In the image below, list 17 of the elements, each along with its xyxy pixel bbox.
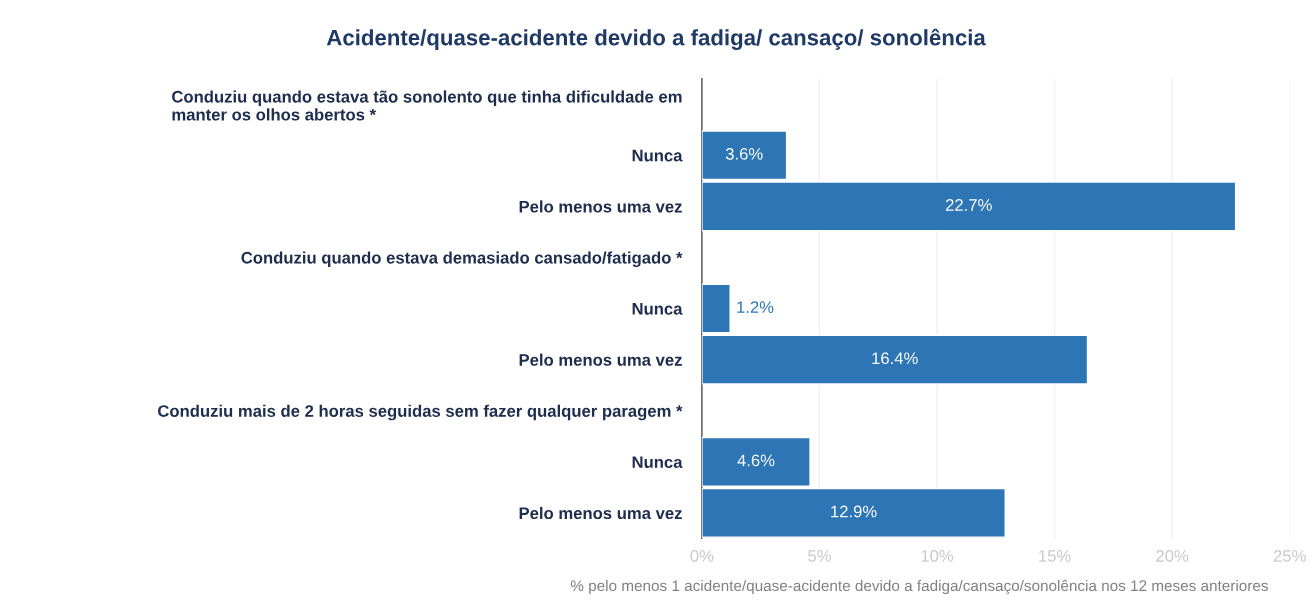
y-tick-label: Pelo menos uma vez: [519, 200, 682, 213]
data-label: 22.7%: [945, 199, 992, 211]
y-tick-label: Nunca: [632, 456, 683, 469]
y-tick-label: Conduziu mais de 2 horas seguidas sem fazer qualquer paragem *: [158, 404, 683, 421]
chart-title: Acidente/quase-acidente devido a fadiga/ cansaço/ sonolência: [326, 28, 986, 50]
y-tick-label: Conduziu quando estava demasiado cansado/fatigado *: [241, 251, 683, 268]
y-tick-label: Conduziu quando estava tão sonolento que tinha dificuldade em manter os olhos abertos *: [172, 90, 682, 121]
y-tick-label: Pelo menos uma vez: [519, 353, 682, 366]
data-label: 16.4%: [872, 352, 918, 365]
data-label: 3.6%: [725, 147, 763, 160]
data-label: 1.2%: [737, 301, 774, 313]
y-tick-label: Nunca: [632, 303, 683, 315]
y-tick-label: Nunca: [632, 149, 683, 162]
x-axis-title: % pelo menos 1 acidente/quase-acidente devido a fadiga/cansaço/sonolência nos 12 meses anteriores: [570, 579, 1268, 595]
data-label: 4.6%: [737, 454, 775, 467]
y-tick-label: Pelo menos uma vez: [519, 506, 682, 520]
data-label: 12.9%: [831, 505, 877, 518]
